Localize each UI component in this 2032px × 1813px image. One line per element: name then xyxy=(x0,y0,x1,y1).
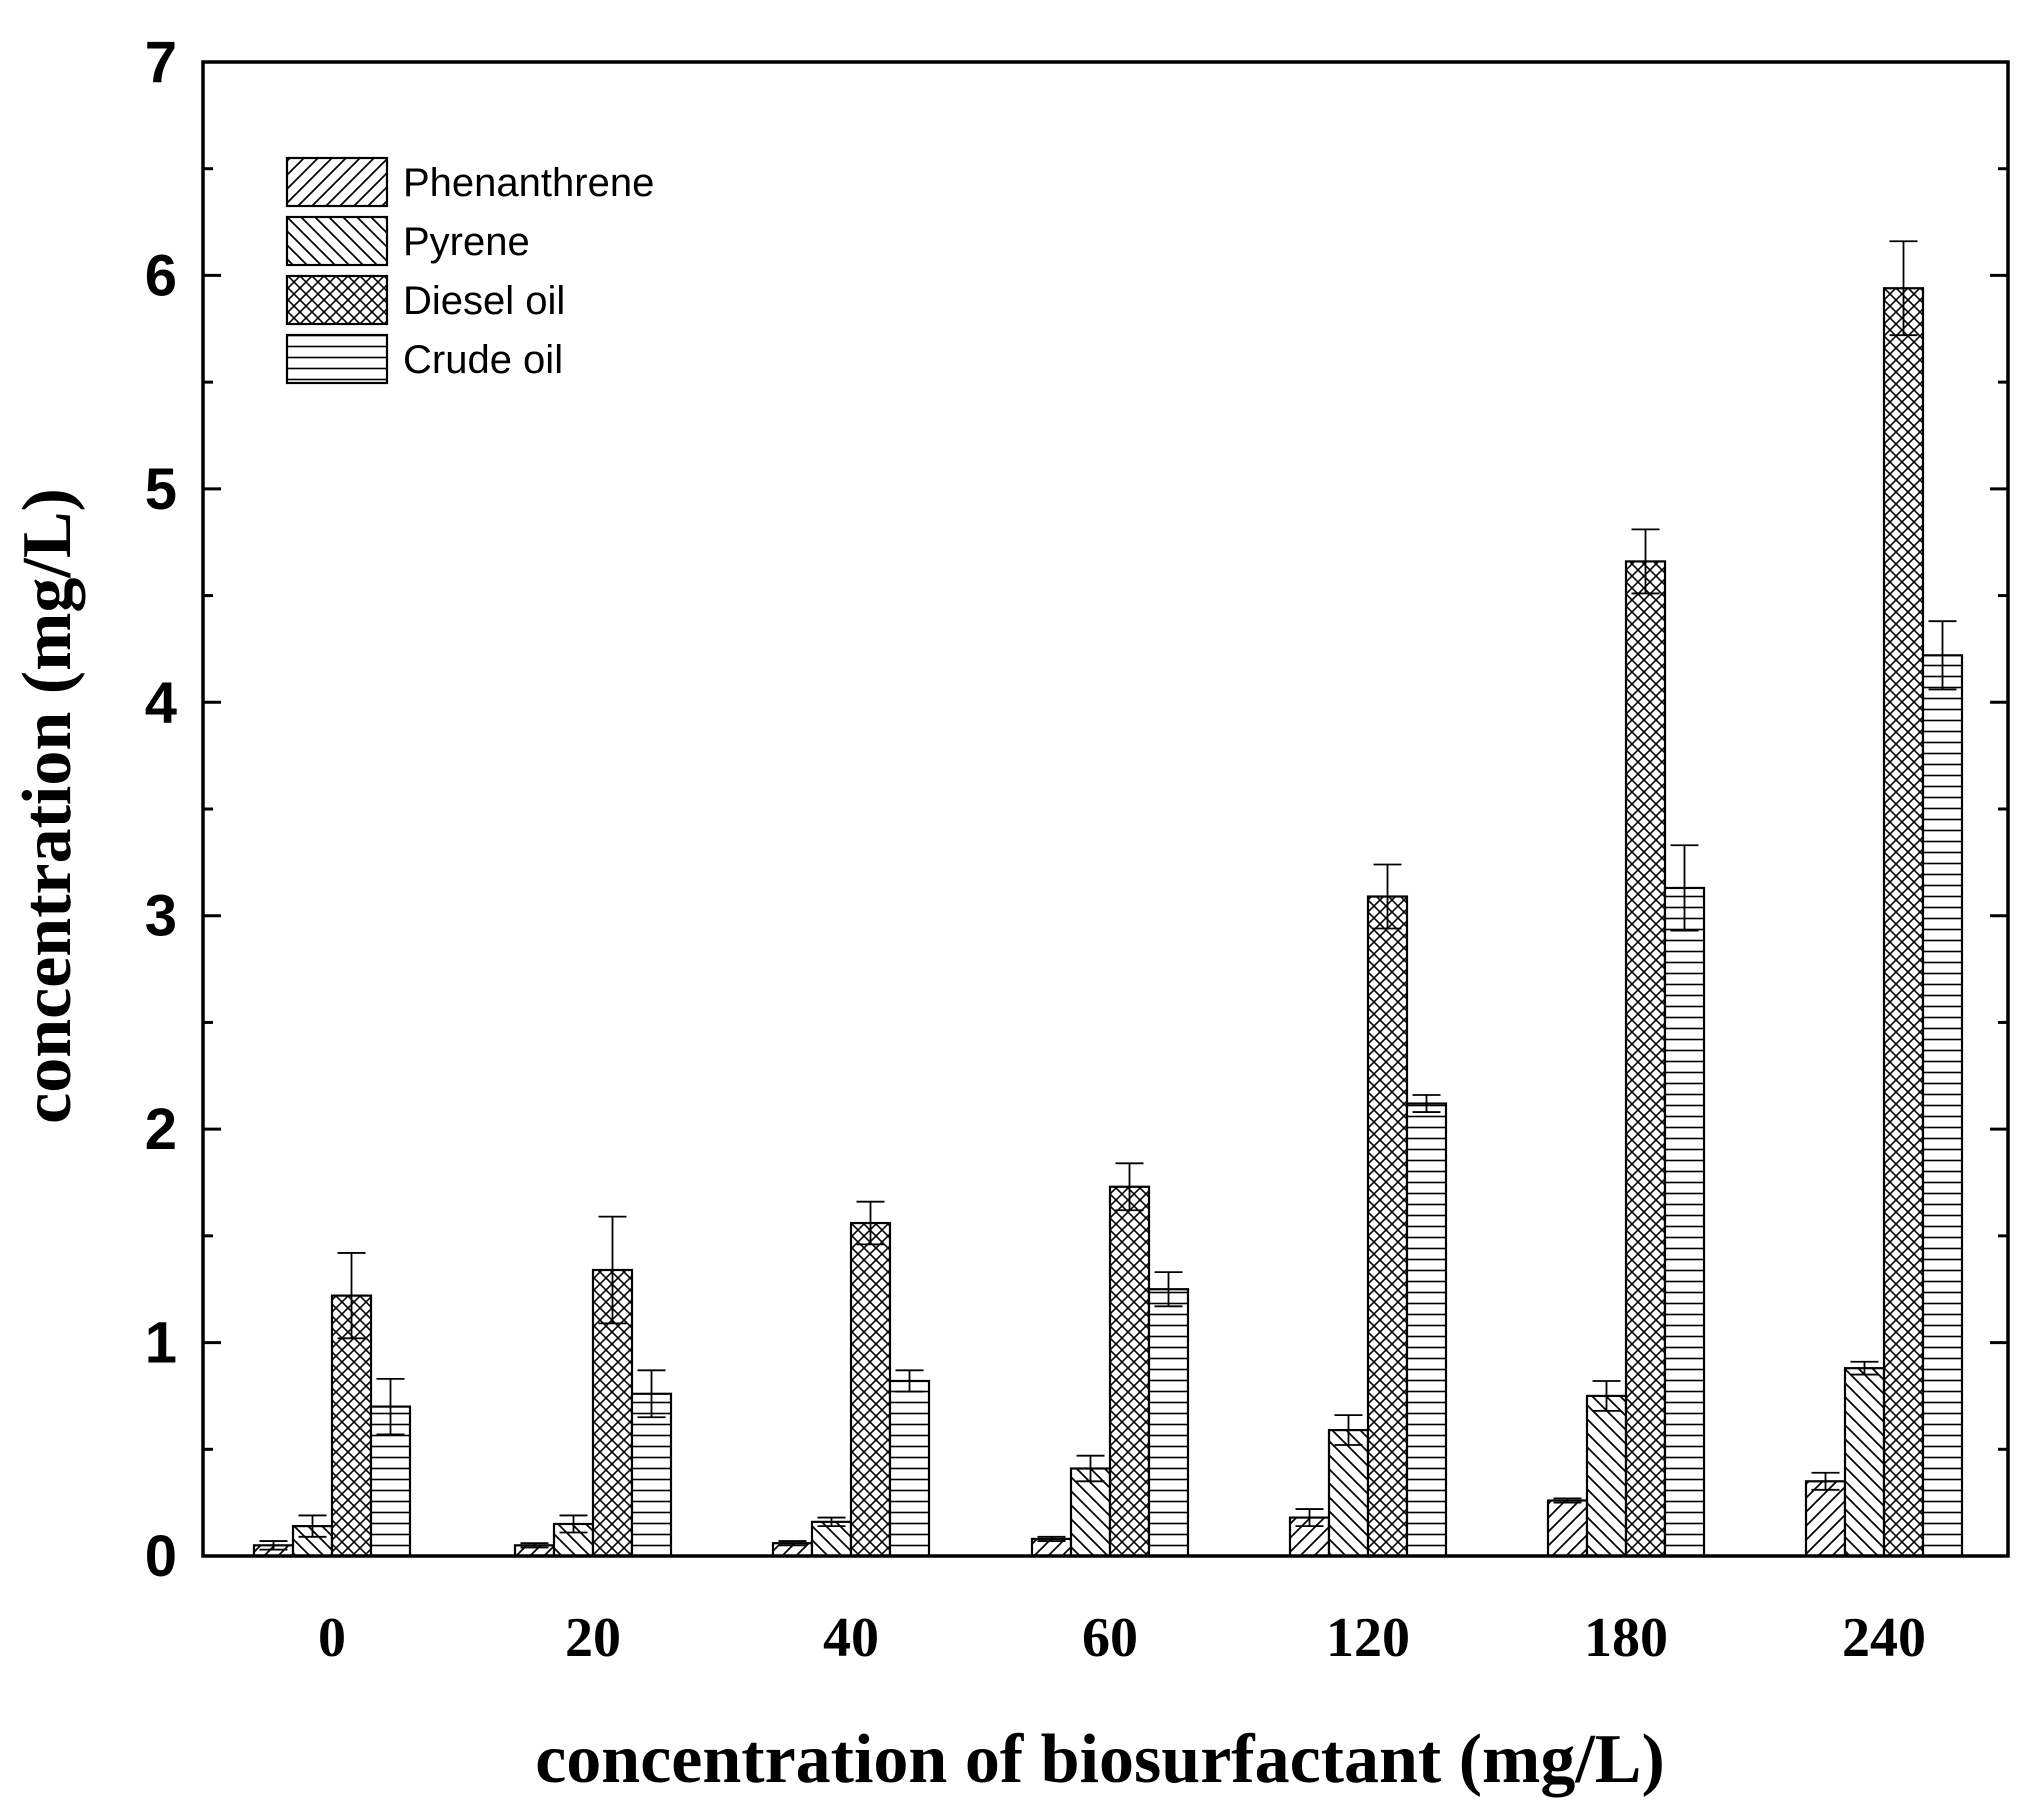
bar-pyrene xyxy=(1327,1428,1370,1558)
bar-phenanthrene xyxy=(1804,1480,1847,1558)
bar-crude-oil xyxy=(888,1379,931,1558)
legend-swatch-phenanthrene xyxy=(285,156,389,208)
bar-diesel-oil xyxy=(1624,560,1667,1558)
x-axis-title: concentration of biosurfactant (mg/L) xyxy=(535,1721,1665,1798)
bar-crude-oil xyxy=(630,1392,673,1558)
x-tick-label: 120 xyxy=(1326,1607,1410,1669)
y-axis-title: concentration (mg/L) xyxy=(9,488,86,1124)
x-tick-label: 60 xyxy=(1082,1607,1138,1669)
bar-diesel-oil xyxy=(1108,1185,1151,1558)
bar-pyrene xyxy=(1843,1367,1886,1558)
y-tick-label: 1 xyxy=(145,1311,177,1376)
legend-swatch-diesel-oil xyxy=(285,274,389,326)
legend-swatch-pyrene xyxy=(285,215,389,267)
y-tick-label: 7 xyxy=(145,30,177,95)
plot-frame xyxy=(201,60,2010,1558)
x-tick-label: 180 xyxy=(1584,1607,1668,1669)
legend-swatch-crude-oil xyxy=(285,333,389,385)
y-tick-label: 0 xyxy=(145,1524,177,1589)
x-tick-label: 0 xyxy=(318,1607,346,1669)
y-tick-label: 3 xyxy=(145,884,177,949)
bar-crude-oil xyxy=(1921,654,1964,1558)
legend-label-phenanthrene: Phenanthrene xyxy=(403,161,654,205)
x-tick-label: 20 xyxy=(565,1607,621,1669)
legend-label-crude-oil: Crude oil xyxy=(403,338,563,382)
legend: Phenanthrene Pyrene Diesel oil Crude oil xyxy=(285,156,654,385)
y-tick-label: 4 xyxy=(145,670,177,735)
bar-diesel-oil xyxy=(849,1221,892,1558)
bar-pyrene xyxy=(1585,1394,1628,1558)
bar-crude-oil xyxy=(1663,886,1706,1558)
x-tick-label: 240 xyxy=(1842,1607,1926,1669)
bar-diesel-oil xyxy=(1882,287,1925,1558)
x-tick-label: 40 xyxy=(823,1607,879,1669)
bar-crude-oil xyxy=(1147,1288,1190,1558)
bar-diesel-oil xyxy=(1366,895,1409,1558)
y-tick-label: 5 xyxy=(145,457,177,522)
y-tick-label: 6 xyxy=(145,243,177,308)
legend-label-diesel-oil: Diesel oil xyxy=(403,279,565,323)
bar-phenanthrene xyxy=(1546,1499,1589,1558)
legend-label-pyrene: Pyrene xyxy=(403,220,530,264)
plot-layer: 0 1 2 3 4 5 6 7 0 20 40 60 120 180 240 xyxy=(145,30,2010,1669)
bar-crude-oil xyxy=(1405,1102,1448,1558)
y-tick-label: 2 xyxy=(145,1097,177,1162)
